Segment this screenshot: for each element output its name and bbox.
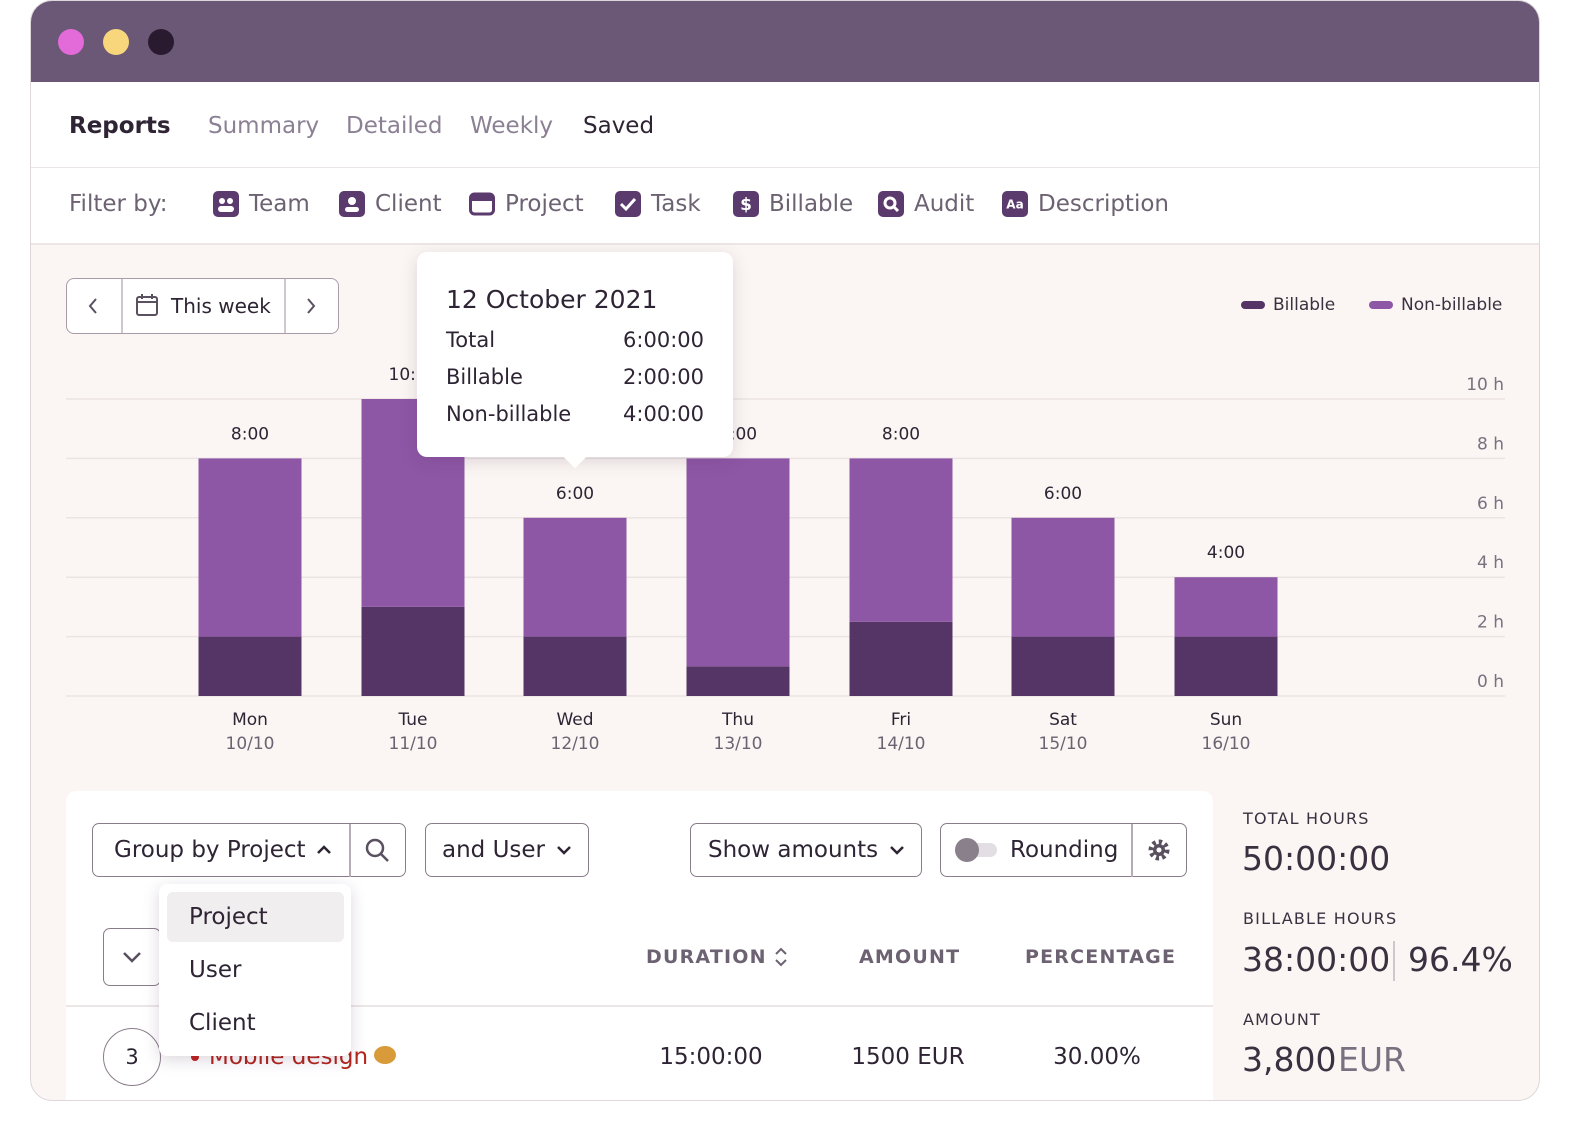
search-icon[interactable] <box>364 837 390 863</box>
tooltip-value: 2:00:00 <box>623 365 704 389</box>
nav-tab[interactable]: Detailed <box>346 113 443 139</box>
menu-item[interactable]: User <box>189 957 242 983</box>
group-menu: Project User Client <box>159 884 351 1056</box>
tooltip-value: 4:00:00 <box>623 402 704 426</box>
legend-label: Non-billable <box>1401 295 1503 315</box>
tooltip-label: Non-billable <box>446 402 572 426</box>
nav-tab[interactable]: Saved <box>583 113 655 139</box>
filter-item[interactable]: Description <box>1038 191 1169 217</box>
divider <box>121 279 123 333</box>
stat-currency: EUR <box>1338 1040 1406 1079</box>
title-bar <box>31 1 1539 82</box>
divider <box>66 1005 1213 1007</box>
nav-title[interactable]: Reports <box>69 113 171 139</box>
stat-value: 38:00:00 <box>1242 940 1391 979</box>
filter-item[interactable]: Audit <box>914 191 975 217</box>
audit-icon <box>878 191 904 217</box>
task-icon <box>615 191 641 217</box>
menu-item[interactable]: Project <box>189 904 268 930</box>
column-header[interactable]: AMOUNT <box>859 946 961 968</box>
and-user-label[interactable]: and User <box>442 837 546 863</box>
menu-item[interactable]: Client <box>189 1010 256 1036</box>
tooltip: 12 October 2021 Total 6:00:00 Billable 2… <box>417 252 733 469</box>
nav-tab[interactable]: Summary <box>208 113 320 139</box>
project-dot <box>191 1053 199 1061</box>
calendar-icon <box>136 294 158 316</box>
divider <box>284 279 286 333</box>
svg-text:Aa: Aa <box>1006 198 1023 212</box>
prev-button[interactable] <box>83 294 103 318</box>
show-amounts-button[interactable] <box>690 823 922 877</box>
stat-label: AMOUNT <box>1243 1010 1321 1029</box>
palette-emoji <box>374 1046 396 1064</box>
duration-cell: 15:00:00 <box>659 1044 763 1070</box>
tooltip-label: Billable <box>446 365 523 389</box>
tooltip-title: 12 October 2021 <box>446 285 658 314</box>
client-icon <box>339 191 365 217</box>
stat-value: 3,800 <box>1242 1040 1337 1079</box>
next-button[interactable] <box>301 294 321 318</box>
minimize-dot[interactable] <box>103 29 129 55</box>
team-icon <box>213 191 239 217</box>
row-count[interactable]: 3 <box>103 1028 161 1086</box>
toggle-knob[interactable] <box>955 838 979 862</box>
tooltip-label: Total <box>446 328 496 352</box>
group-by-label[interactable]: Group by Project <box>114 837 306 863</box>
description-icon: Aa <box>1002 191 1028 217</box>
filter-item[interactable]: Team <box>249 191 310 217</box>
divider <box>349 824 351 877</box>
filter-item[interactable]: Billable <box>769 191 854 217</box>
settings-icon[interactable] <box>1146 837 1172 863</box>
filter-item[interactable]: Project <box>505 191 584 217</box>
header <box>31 82 1539 244</box>
caret-up <box>317 845 331 854</box>
amount-cell: 1500 EUR <box>851 1044 965 1070</box>
caret-down <box>557 846 571 855</box>
tooltip-value: 6:00:00 <box>623 328 704 352</box>
date-range[interactable]: This week <box>171 294 271 318</box>
menu-highlight <box>167 892 344 942</box>
app-window: Reports Summary Detailed Weekly Saved Fi… <box>30 0 1540 1101</box>
maximize-dot[interactable] <box>148 29 174 55</box>
divider <box>1393 941 1395 981</box>
stat-label: BILLABLE HOURS <box>1243 909 1398 928</box>
date-control <box>66 278 339 334</box>
collapse-button[interactable] <box>103 928 161 986</box>
filter-label: Filter by: <box>69 191 168 217</box>
sort-icon[interactable] <box>774 946 788 968</box>
chevron-down <box>123 952 141 963</box>
nav-tab[interactable]: Weekly <box>470 113 554 139</box>
caret-down <box>890 846 904 855</box>
billable-icon: $ <box>733 191 759 217</box>
filter-item[interactable]: Client <box>375 191 442 217</box>
divider <box>1131 824 1133 877</box>
rounding-label[interactable]: Rounding <box>1010 837 1119 863</box>
close-dot[interactable] <box>58 29 84 55</box>
filter-item[interactable]: Task <box>651 191 701 217</box>
stat-percent: 96.4% <box>1408 940 1513 979</box>
divider <box>31 243 1539 245</box>
divider <box>31 167 1539 168</box>
column-header[interactable]: PERCENTAGE <box>1025 946 1177 968</box>
column-header[interactable]: DURATION <box>646 946 767 968</box>
group-by-button[interactable] <box>92 823 406 877</box>
stat-label: TOTAL HOURS <box>1243 809 1370 828</box>
show-amounts-label[interactable]: Show amounts <box>708 837 879 863</box>
stat-value: 50:00:00 <box>1242 839 1391 878</box>
percentage-cell: 30.00% <box>1053 1044 1141 1070</box>
legend-swatch <box>1369 301 1393 309</box>
svg-text:$: $ <box>740 195 752 215</box>
legend-label: Billable <box>1273 295 1336 315</box>
project-icon <box>469 192 495 216</box>
legend-swatch <box>1241 301 1265 309</box>
